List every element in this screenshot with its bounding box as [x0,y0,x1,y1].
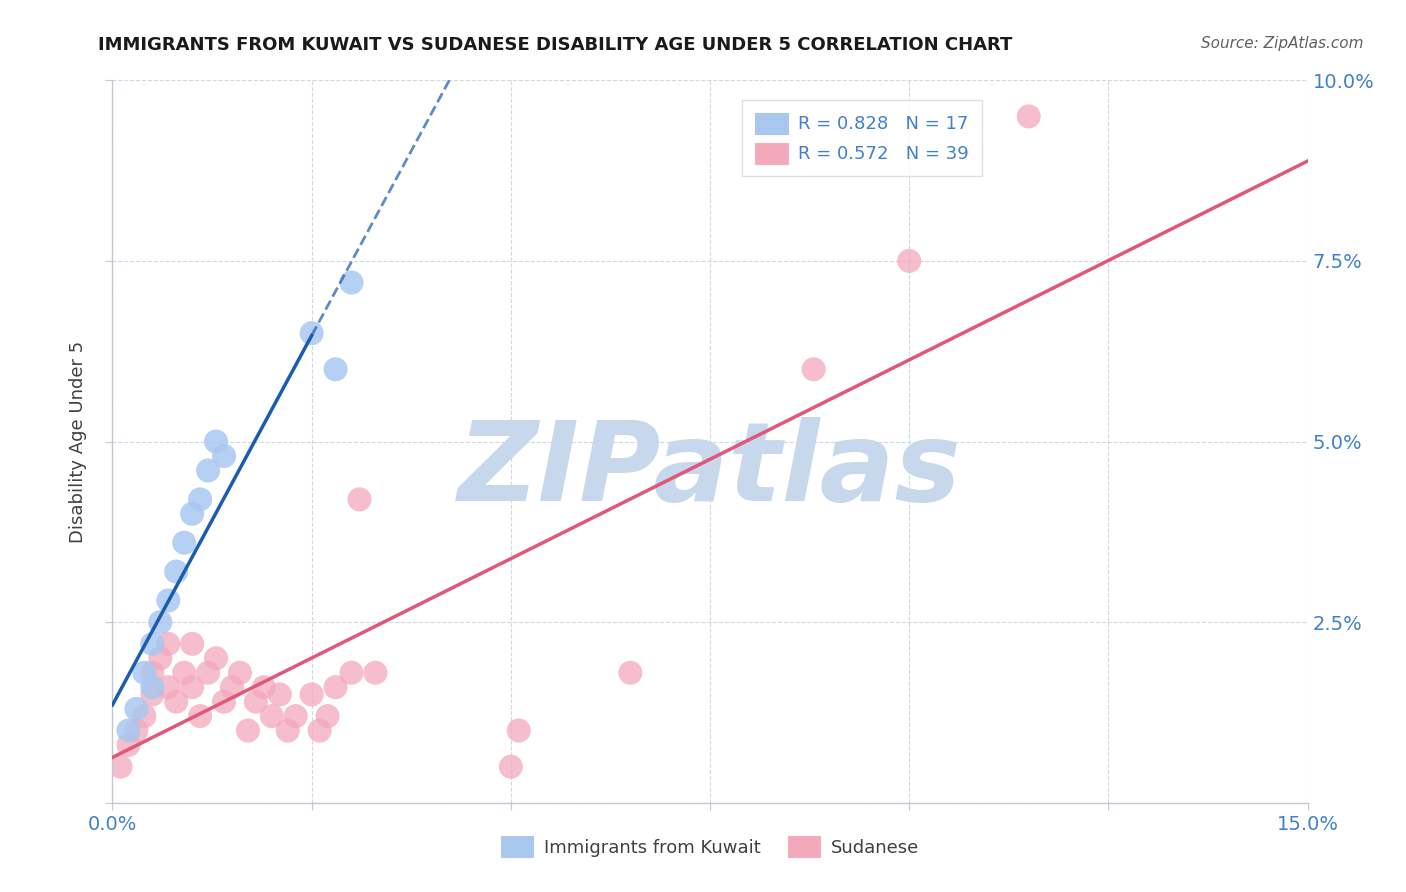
Point [301,326,323,340]
Point [141,665,163,680]
Point [197,665,219,680]
Point [141,680,163,694]
Point [340,665,363,680]
Point [134,665,156,680]
Point [245,695,267,709]
Point [117,738,139,752]
Point [125,702,148,716]
Point [364,665,387,680]
Point [181,637,204,651]
Point [157,637,180,651]
Point [349,492,371,507]
Point [181,680,204,694]
Point [212,695,235,709]
Point [205,434,228,449]
Point [149,651,172,665]
Point [125,723,148,738]
Point [221,680,243,694]
Point [253,680,276,694]
Text: IMMIGRANTS FROM KUWAIT VS SUDANESE DISABILITY AGE UNDER 5 CORRELATION CHART: IMMIGRANTS FROM KUWAIT VS SUDANESE DISAB… [98,36,1012,54]
Point [141,687,163,701]
Point [173,665,195,680]
Point [165,695,187,709]
Point [308,723,330,738]
Point [173,535,195,549]
Point [141,637,163,651]
Point [277,723,299,738]
Point [188,709,211,723]
Point [149,615,172,630]
Point [316,709,339,723]
Point [212,449,235,463]
Point [188,492,211,507]
Point [508,723,530,738]
Point [269,687,291,701]
Point [340,276,363,290]
Point [284,709,307,723]
Point [325,680,347,694]
Point [803,362,825,376]
Point [181,507,204,521]
Text: Source: ZipAtlas.com: Source: ZipAtlas.com [1201,36,1364,51]
Point [134,709,156,723]
Point [898,254,921,268]
Point [157,593,180,607]
Point [301,687,323,701]
Point [197,463,219,477]
Point [165,565,187,579]
Point [499,760,522,774]
Point [229,665,252,680]
Text: ZIPatlas: ZIPatlas [458,417,962,524]
Point [260,709,283,723]
Y-axis label: Disability Age Under 5: Disability Age Under 5 [69,341,87,542]
Point [117,723,139,738]
Point [619,665,641,680]
Point [110,760,132,774]
Point [236,723,259,738]
Legend: Immigrants from Kuwait, Sudanese: Immigrants from Kuwait, Sudanese [492,827,928,866]
Point [1018,109,1040,123]
Point [157,680,180,694]
Point [325,362,347,376]
Point [205,651,228,665]
